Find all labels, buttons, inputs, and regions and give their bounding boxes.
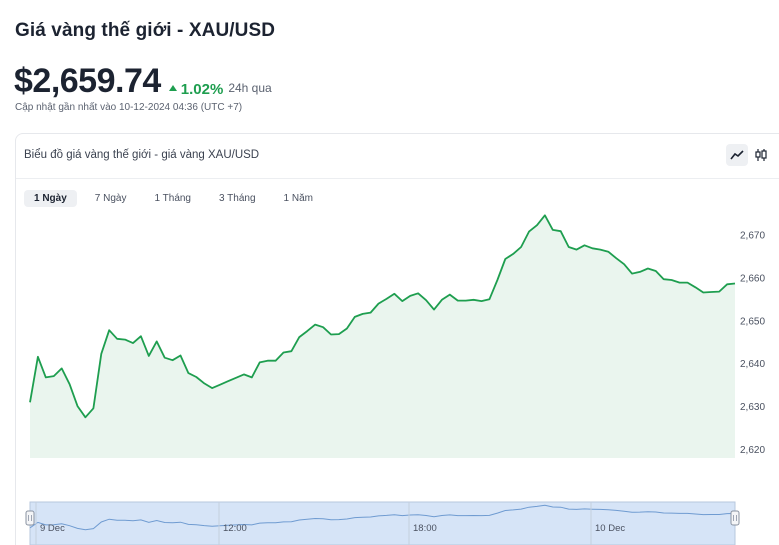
navigator-handle-right[interactable] — [730, 510, 740, 526]
navigator-handle-left[interactable] — [25, 510, 35, 526]
price-area — [30, 215, 735, 458]
plot-area — [29, 214, 736, 458]
change-percent: 1.02% — [180, 80, 224, 98]
range-tabs: 1 Ngày 7 Ngày 1 Tháng 3 Tháng 1 Năm — [24, 190, 331, 207]
tab-1-day[interactable]: 1 Ngày — [24, 190, 77, 207]
candlestick-button[interactable] — [750, 144, 772, 166]
last-updated: Cập nhật gần nhất vào 10-12-2024 04:36 (… — [15, 102, 243, 113]
navigator-tick-label: 18:00 — [413, 523, 437, 534]
navigator-tick-label: 10 Dec — [595, 523, 625, 534]
chart-card-header: Biểu đồ giá vàng thế giới - giá vàng XAU… — [16, 134, 779, 179]
tab-1-month[interactable]: 1 Tháng — [154, 193, 191, 204]
y-tick-label: 2,660 — [740, 273, 765, 284]
navigator-window[interactable] — [29, 501, 736, 545]
y-axis: 2,620 2,630 2,640 2,650 2,660 2,670 — [740, 231, 765, 456]
range-navigator[interactable]: 9 Dec 12:00 18:00 10 Dec — [25, 501, 740, 545]
arrow-up-icon — [168, 85, 177, 91]
tab-3-months[interactable]: 3 Tháng — [219, 193, 256, 204]
y-tick-label: 2,630 — [740, 402, 765, 413]
y-tick-label: 2,670 — [740, 231, 765, 242]
chart-title: Biểu đồ giá vàng thế giới - giá vàng XAU… — [24, 149, 260, 161]
navigator-tick-label: 12:00 — [223, 523, 247, 534]
page-title: Giá vàng thế giới - XAU/USD — [15, 20, 276, 41]
price-summary: $2,659.74 1.02% 24h qua — [14, 62, 272, 101]
tab-7-days[interactable]: 7 Ngày — [94, 193, 127, 204]
price-change: 1.02% — [168, 80, 224, 98]
navigator-line — [29, 504, 736, 531]
current-price: $2,659.74 — [14, 62, 161, 100]
line-chart-icon — [730, 150, 744, 160]
price-line — [29, 214, 736, 419]
tab-1-year[interactable]: 1 Năm — [283, 193, 313, 204]
y-tick-label: 2,640 — [740, 359, 765, 370]
candlestick-icon — [755, 149, 767, 161]
navigator-tick-label: 9 Dec — [40, 523, 65, 534]
y-tick-label: 2,650 — [740, 316, 765, 327]
change-period: 24h qua — [228, 81, 272, 95]
y-tick-label: 2,620 — [740, 445, 765, 456]
line-chart-button[interactable] — [726, 144, 748, 166]
